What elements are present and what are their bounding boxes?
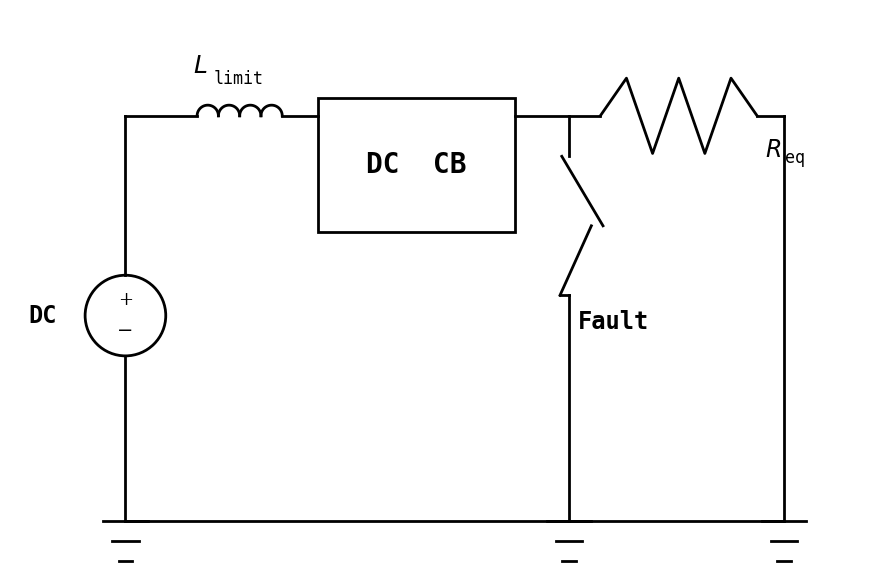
Text: eq: eq	[785, 149, 805, 167]
Text: $R$: $R$	[765, 139, 781, 162]
Text: +: +	[118, 291, 133, 309]
Text: $L$: $L$	[193, 55, 207, 78]
Text: Fault: Fault	[578, 310, 650, 334]
Text: DC: DC	[29, 303, 57, 328]
Bar	[318, 98, 515, 232]
Text: −: −	[117, 322, 134, 340]
Text: DC  CB: DC CB	[366, 151, 467, 179]
Text: limit: limit	[213, 70, 263, 88]
